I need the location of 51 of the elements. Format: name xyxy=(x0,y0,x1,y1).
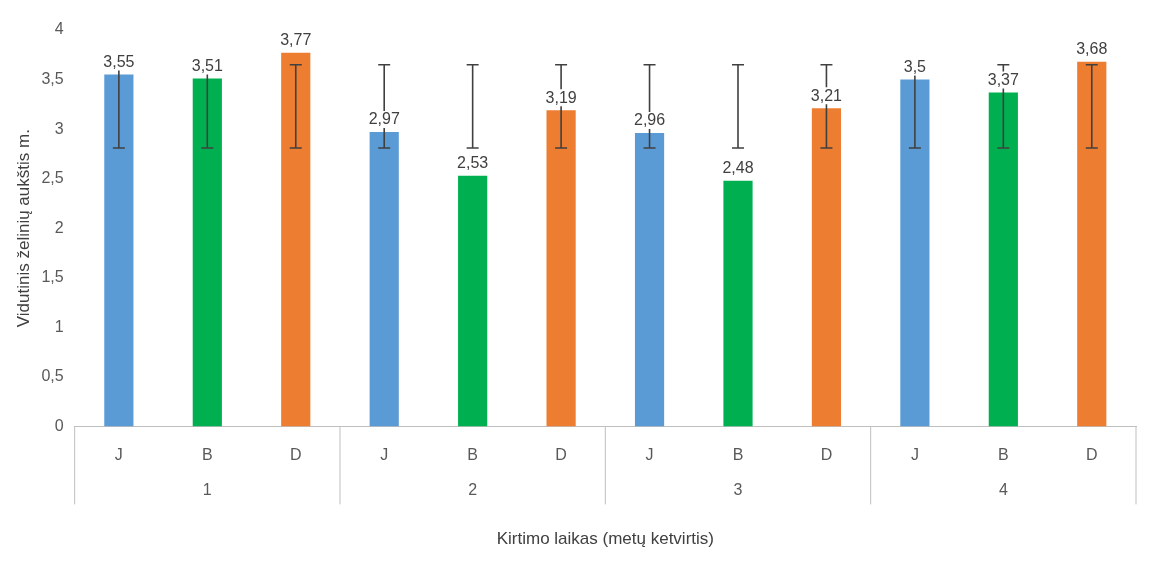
data-label: 3,77 xyxy=(280,31,312,49)
text: 2 xyxy=(468,480,478,498)
bar xyxy=(369,132,399,427)
text: 4 xyxy=(998,480,1008,498)
data-label: 3,21 xyxy=(810,86,843,104)
text: 1 xyxy=(202,480,212,498)
x-tick-label: D xyxy=(1086,446,1098,464)
y-tick-label: 2 xyxy=(54,218,64,236)
x-tick-label: B xyxy=(201,446,213,464)
bar xyxy=(104,74,134,427)
bar xyxy=(458,175,488,427)
y-tick-label: 3 xyxy=(54,119,64,137)
bar xyxy=(546,110,576,427)
x-axis-title: Kirtimo laikas (metų ketvirtis) xyxy=(496,529,714,549)
data-label: 2,53 xyxy=(457,154,489,172)
x-tick-label: D xyxy=(555,446,567,464)
bar xyxy=(634,133,665,427)
data-label: 3,68 xyxy=(1076,40,1108,58)
y-axis-title: Vidutinis želinių aukštis m. xyxy=(13,129,33,328)
x-tick-label: D xyxy=(820,446,833,464)
y-tick-label: 4 xyxy=(54,20,64,38)
x-tick-label: J xyxy=(910,446,919,464)
data-label: 2,97 xyxy=(368,110,400,128)
x-tick-label: J xyxy=(380,446,389,464)
x-tick-label: B xyxy=(997,446,1009,464)
data-label: 2,48 xyxy=(722,159,754,177)
y-tick-label: 1 xyxy=(54,317,64,335)
text: 3 xyxy=(733,480,743,498)
data-label: 3,5 xyxy=(903,57,927,75)
data-label: 3,55 xyxy=(103,53,135,70)
bar xyxy=(811,108,842,427)
data-label: 3,37 xyxy=(987,70,1019,88)
x-tick-label: D xyxy=(289,446,302,464)
bar xyxy=(723,180,753,427)
x-tick-label: J xyxy=(645,446,654,464)
bar xyxy=(1077,61,1107,427)
y-tick-label: 0 xyxy=(54,416,64,434)
y-tick-label: 1,5 xyxy=(41,268,64,286)
data-label: 3,19 xyxy=(545,88,577,106)
data-label: 2,96 xyxy=(633,111,666,129)
x-tick-label: B xyxy=(732,446,744,464)
bar xyxy=(988,92,1018,427)
bar xyxy=(281,52,311,427)
bar xyxy=(192,78,222,427)
bar xyxy=(900,79,930,427)
x-tick-label: J xyxy=(114,446,123,464)
y-tick-label: 3,5 xyxy=(41,69,64,87)
data-label: 3,51 xyxy=(191,56,223,74)
y-tick-label: 2,5 xyxy=(41,169,64,187)
y-tick-label: 0,5 xyxy=(41,367,64,385)
x-tick-label: B xyxy=(467,446,478,464)
